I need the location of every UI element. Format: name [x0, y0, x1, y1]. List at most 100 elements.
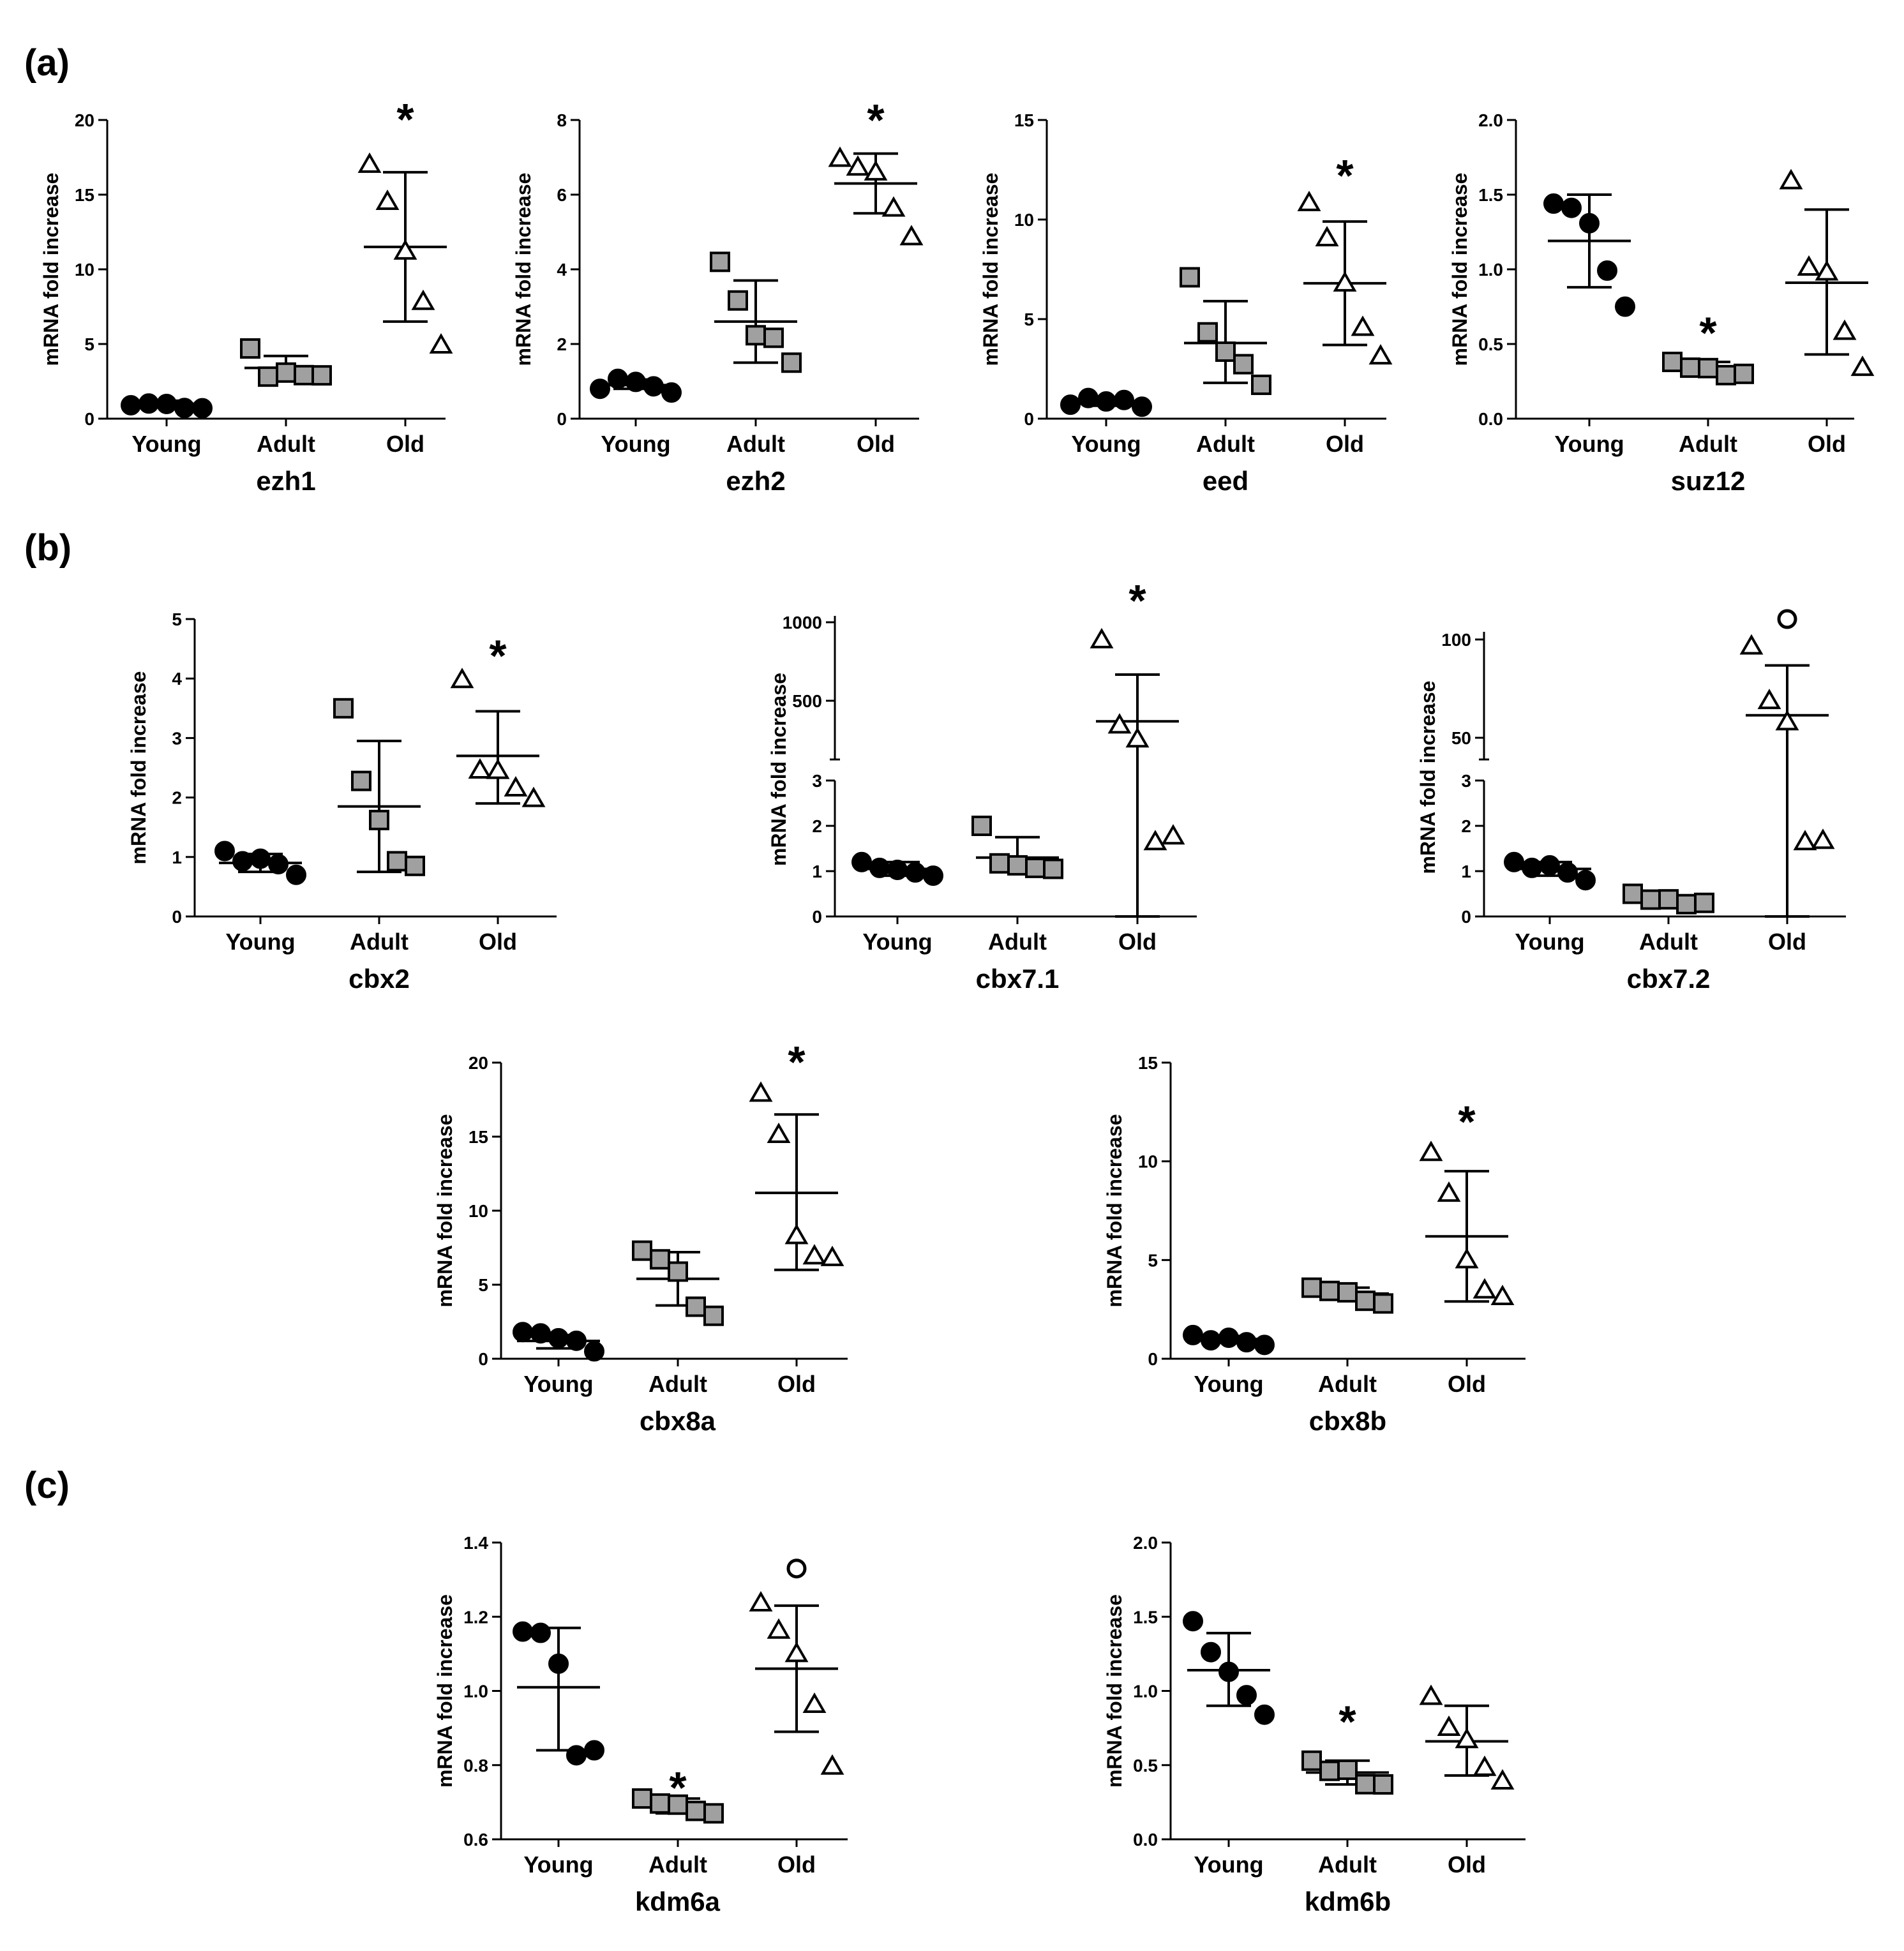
data-point-old	[1815, 260, 1839, 281]
data-point-young	[156, 393, 177, 414]
y-axis-label: mRNA fold increase	[40, 173, 63, 366]
data-point-old	[1833, 319, 1857, 340]
data-point-young	[548, 1327, 569, 1349]
y-tick-label: 20	[469, 1053, 488, 1073]
data-point-old	[846, 155, 870, 176]
data-point-adult	[387, 851, 407, 872]
chart-cbx7-2: 0 1 2 3 50 100 mRNA fold increase Young Adult Old…	[1416, 609, 1846, 994]
data-point-old	[749, 1590, 773, 1611]
data-point-young	[1543, 193, 1564, 214]
data-point-old	[767, 1618, 791, 1639]
y-tick-label: 0	[1148, 1349, 1158, 1369]
y-tick-label: 6	[557, 185, 567, 205]
chart-title: cbx8a	[640, 1406, 716, 1436]
y-tick-label: 10	[1014, 210, 1034, 230]
data-point-young	[1183, 1324, 1203, 1345]
panel-label-a: (a)	[24, 42, 70, 84]
significance-asterisk: *	[396, 94, 414, 144]
data-point-young	[1615, 296, 1635, 317]
data-point-adult	[1301, 1750, 1322, 1771]
chart-title: cbx8b	[1309, 1406, 1386, 1436]
data-point-adult	[781, 352, 802, 373]
data-point-adult	[728, 290, 748, 311]
data-point-adult	[971, 816, 992, 836]
y-tick-label: 2.0	[1133, 1533, 1158, 1553]
data-point-adult	[1180, 267, 1200, 288]
data-point-young	[1078, 387, 1098, 408]
x-tick-label: Old	[857, 431, 895, 457]
data-point-old	[820, 1245, 844, 1266]
data-point-young	[214, 841, 235, 862]
y-tick-label: 20	[75, 110, 94, 130]
x-tick-label: Adult	[648, 1371, 707, 1397]
significance-asterisk: *	[489, 631, 507, 680]
y-tick-label: 1.0	[1478, 260, 1503, 280]
significance-asterisk: *	[1336, 151, 1354, 200]
x-tick-label: Young	[1071, 431, 1141, 457]
data-point-adult	[1694, 892, 1714, 913]
data-point-young	[1218, 1661, 1239, 1682]
significance-asterisk: *	[1338, 1696, 1356, 1746]
data-point-old	[1797, 255, 1821, 276]
chart-title: kdm6b	[1305, 1887, 1391, 1917]
data-point-old	[1473, 1755, 1497, 1776]
chart-cbx7-1: 0 1 2 3 500 1000 mRNA fold increase Young Adult O…	[767, 576, 1197, 994]
data-point-young	[1579, 213, 1600, 234]
data-point-old	[411, 289, 435, 310]
data-point-old	[1315, 225, 1339, 246]
y-tick-label: 1	[172, 848, 182, 867]
y-tick-label: 4	[557, 260, 567, 280]
data-point-young	[661, 382, 682, 403]
data-point-young	[851, 851, 872, 872]
data-point-adult	[1734, 363, 1754, 384]
data-point-adult	[1716, 364, 1736, 385]
x-tick-label: Adult	[350, 929, 409, 955]
data-point-adult	[1251, 374, 1271, 395]
plots-container: 0 5 10 15 20 mRNA fold increase Young Adult Old e…	[40, 94, 1875, 1917]
data-point-adult	[710, 251, 730, 273]
data-point-old	[1490, 1285, 1515, 1306]
y-tick-label: 1.5	[1133, 1607, 1158, 1627]
data-point-adult	[1337, 1760, 1358, 1781]
significance-asterisk: *	[867, 95, 885, 145]
data-point-adult	[1337, 1282, 1358, 1303]
data-point-adult	[333, 698, 354, 719]
chart-title: ezh2	[726, 466, 785, 496]
data-point-young	[590, 378, 610, 400]
y-tick-label: 1000	[783, 613, 822, 632]
y-tick-label: 1.4	[463, 1533, 488, 1553]
data-point-old	[1793, 830, 1817, 851]
data-point-old	[1490, 1768, 1515, 1790]
x-tick-label: Young	[601, 431, 670, 457]
x-tick-label: Old	[1808, 431, 1846, 457]
x-tick-label: Young	[862, 929, 932, 955]
y-tick-label: 5	[1148, 1250, 1158, 1270]
data-point-young	[1597, 260, 1617, 281]
y-tick-label: 1.0	[1133, 1682, 1158, 1701]
data-point-young	[1218, 1327, 1239, 1349]
data-point-old	[1850, 355, 1875, 377]
x-tick-label: Old	[479, 929, 517, 955]
data-point-old	[1368, 344, 1393, 365]
chart-title: suz12	[1671, 466, 1746, 496]
data-point-young	[1575, 870, 1596, 891]
y-tick-label: 2.0	[1478, 110, 1503, 130]
data-point-young	[530, 1622, 551, 1643]
y-axis-label: mRNA fold increase	[1103, 1114, 1126, 1308]
data-point-adult	[1680, 357, 1700, 378]
data-point-adult	[405, 855, 425, 876]
y-tick-label: 500	[792, 691, 822, 711]
data-point-old	[504, 775, 528, 796]
x-tick-label: Old	[1448, 1371, 1486, 1397]
x-tick-label: Adult	[1679, 431, 1737, 457]
y-tick-label: 0.0	[1478, 409, 1503, 429]
x-tick-label: Adult	[988, 929, 1047, 955]
data-point-young	[1114, 389, 1134, 410]
data-point-old	[1455, 1248, 1479, 1269]
x-tick-label: Adult	[1318, 1851, 1377, 1878]
data-point-adult	[1640, 889, 1661, 910]
data-point-old	[1779, 168, 1803, 190]
y-tick-label: 15	[1138, 1053, 1158, 1073]
data-point-young	[566, 1745, 587, 1766]
